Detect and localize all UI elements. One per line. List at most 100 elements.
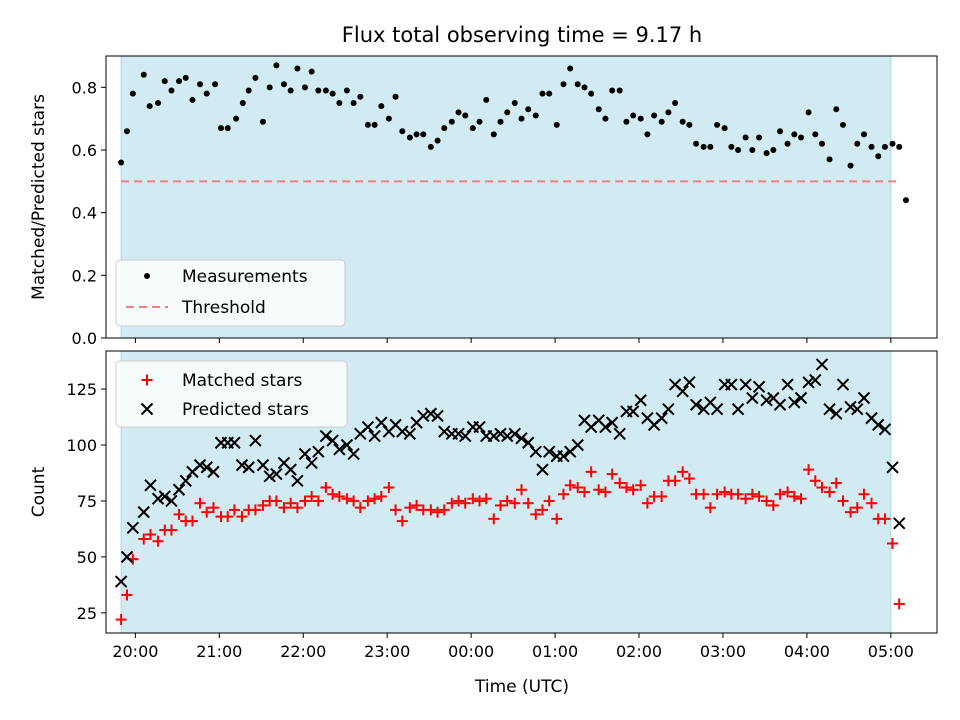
measurement-point — [364, 121, 371, 128]
legend-measurements-marker — [144, 273, 150, 279]
matched-star-point — [599, 486, 611, 498]
top-panel: 0.0 0.2 0.4 0.6 0.8 Matched/Predicted stars Me… — [29, 55, 938, 348]
matched-star-point — [312, 495, 324, 507]
predicted-star-point — [326, 434, 339, 447]
predicted-star-point — [242, 461, 255, 474]
matched-star-point — [327, 488, 339, 500]
matched-star-point — [522, 497, 534, 509]
matched-star-point — [411, 499, 423, 511]
matched-star-point — [354, 502, 366, 514]
matched-star-point — [495, 499, 507, 511]
measurement-point — [665, 109, 672, 116]
predicted-star-point — [823, 402, 836, 416]
predicted-star-point — [291, 474, 304, 488]
matched-star-point — [641, 497, 653, 509]
measurement-point — [129, 90, 136, 97]
predicted-star-point — [830, 407, 843, 420]
predicted-star-point — [851, 402, 864, 416]
matched-star-point — [369, 493, 381, 505]
bottom-x-tick-label: 00:00 — [448, 642, 494, 661]
predicted-star-point — [683, 376, 696, 389]
predicted-star-point — [438, 425, 451, 438]
matched-star-point — [816, 482, 828, 494]
matched-star-point — [578, 486, 590, 498]
matched-star-point — [516, 484, 527, 496]
measurement-point — [637, 115, 644, 122]
legend-matched-label: Matched stars — [182, 371, 302, 391]
measurement-point — [651, 112, 658, 119]
measurement-point — [392, 93, 399, 100]
matched-star-point — [683, 473, 695, 485]
matched-star-point — [306, 490, 318, 502]
predicted-star-point — [452, 427, 465, 441]
predicted-star-point — [878, 423, 892, 436]
predicted-star-point — [809, 373, 822, 387]
measurement-point — [476, 118, 483, 125]
measurement-point — [123, 128, 130, 135]
measurement-point — [672, 100, 679, 106]
measurement-point — [546, 90, 553, 97]
measurement-point — [266, 84, 273, 91]
predicted-star-point — [193, 458, 207, 472]
predicted-star-point — [368, 429, 381, 443]
measurement-point — [329, 90, 336, 97]
measurement-point — [441, 125, 448, 132]
matched-star-point — [348, 495, 360, 507]
matched-star-point — [669, 475, 681, 487]
matched-star-point — [341, 493, 353, 505]
predicted-star-point — [228, 436, 241, 449]
predicted-star-point — [256, 458, 270, 472]
measurement-point — [315, 87, 322, 94]
matched-star-point — [536, 504, 548, 516]
bottom-y-axis-label: Count — [29, 466, 49, 517]
measurement-point — [749, 147, 756, 153]
matched-star-point — [732, 488, 744, 500]
predicted-star-point — [542, 445, 556, 458]
measurement-point — [658, 118, 665, 125]
matched-star-point — [138, 533, 150, 545]
predicted-star-point — [263, 470, 276, 483]
matched-star-point — [761, 495, 773, 507]
measurement-point — [623, 118, 630, 125]
matched-star-point — [278, 502, 290, 514]
measurement-point — [679, 118, 686, 125]
measurement-point — [371, 121, 378, 128]
measurement-point — [686, 121, 693, 128]
matched-star-point — [425, 504, 437, 516]
predicted-star-point — [613, 427, 626, 441]
matched-star-point — [115, 614, 127, 626]
predicted-star-point — [662, 402, 675, 416]
bottom-y-tick-label: 25 — [77, 604, 97, 623]
predicted-star-point — [270, 467, 283, 481]
matched-star-point — [788, 490, 800, 502]
measurement-point — [784, 140, 791, 147]
predicted-star-point — [361, 420, 375, 434]
predicted-star-point — [605, 416, 619, 429]
measurement-point — [497, 118, 504, 125]
measurement-point — [294, 65, 301, 72]
matched-star-point — [614, 477, 626, 489]
measurement-point — [525, 106, 532, 113]
measurement-point — [427, 143, 434, 150]
matched-star-point — [488, 513, 500, 525]
matched-star-point — [201, 506, 213, 518]
predicted-star-point — [508, 427, 521, 441]
matched-star-point — [606, 468, 618, 480]
measurement-point — [847, 162, 854, 169]
bottom-x-tick-label: 02:00 — [616, 642, 662, 661]
matched-star-point — [719, 486, 731, 498]
measurement-point — [343, 87, 350, 94]
matched-star-point — [362, 495, 374, 507]
matched-star-point — [893, 598, 905, 610]
measurement-point — [259, 118, 266, 125]
predicted-star-point — [731, 402, 745, 416]
bottom-x-tick-label: 21:00 — [196, 642, 242, 661]
top-y-axis-label: Matched/Predicted stars — [29, 94, 49, 300]
matched-star-point — [270, 495, 282, 507]
top-y-tick-label: 0.4 — [72, 204, 97, 223]
predicted-star-point — [333, 443, 346, 456]
measurement-point — [721, 125, 728, 132]
matched-star-point — [299, 495, 311, 507]
matched-star-point — [564, 479, 576, 491]
measurement-point — [233, 115, 240, 122]
